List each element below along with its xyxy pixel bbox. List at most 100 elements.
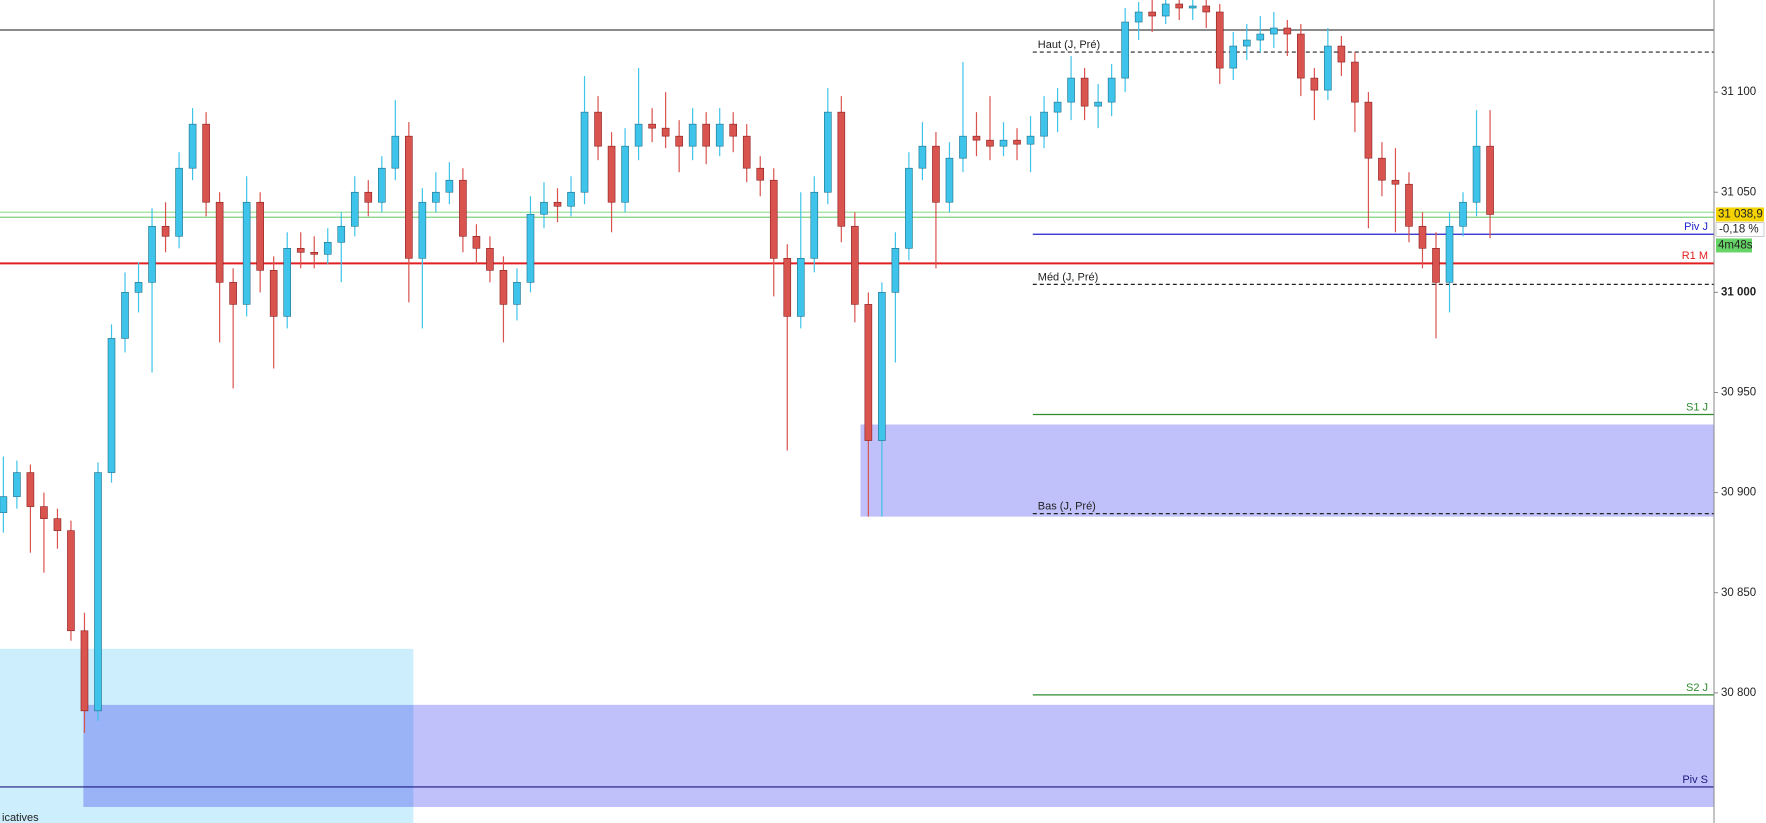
y-tick-label: 31 100 (1721, 86, 1756, 98)
price-axis: 30 800 30 850 30 900 30 950 31 000 31 050 31 1… (1714, 86, 1765, 699)
candle-body (364, 191, 373, 203)
change-bg (1715, 221, 1765, 237)
y-tick-label: 31 050 (1721, 186, 1756, 198)
candle-body (472, 235, 481, 249)
candle-body (999, 139, 1008, 147)
candle-body (1378, 157, 1386, 181)
candle-body (296, 248, 305, 253)
candle-body (675, 135, 683, 147)
candle-body (607, 145, 616, 203)
candle-body (1175, 3, 1184, 9)
candle-body (13, 472, 21, 497)
candle-body (621, 145, 629, 203)
candle-body (202, 123, 210, 203)
candle-body (661, 127, 670, 137)
candle-body (864, 304, 873, 441)
candle-body (918, 145, 927, 169)
candle-body (1324, 45, 1332, 91)
candle-body (1364, 101, 1373, 159)
candle-body (1148, 11, 1156, 17)
candle-body (769, 179, 778, 259)
y-tick-label: 30 800 (1721, 687, 1756, 699)
candle-body (1310, 77, 1319, 91)
candle-body (1134, 11, 1143, 23)
candle-body (1297, 33, 1305, 79)
candle-body (67, 530, 75, 632)
zone (860, 424, 1714, 517)
candle-body (1040, 111, 1048, 137)
candle-body (405, 135, 413, 259)
candle-body (1391, 179, 1400, 185)
candle-body (53, 518, 62, 531)
candle-body (445, 179, 454, 193)
candle-body (1351, 61, 1359, 103)
candle-body (148, 225, 156, 283)
candle-body (1432, 248, 1440, 283)
price-tag-bg (1716, 207, 1764, 222)
candle-body (1107, 77, 1116, 103)
candle-body (310, 252, 319, 255)
candle-body (567, 191, 575, 207)
candle-body (837, 111, 846, 227)
candle-body (742, 135, 751, 169)
candle-body (242, 201, 251, 305)
candle-body (215, 201, 224, 283)
candle-body (229, 282, 237, 305)
candle-body (1202, 5, 1211, 13)
candle-body (1405, 183, 1413, 227)
candle-body (1094, 101, 1102, 107)
candle-body (648, 123, 656, 129)
candle-body (905, 167, 913, 249)
candle-body (783, 258, 792, 317)
candle-body (499, 270, 508, 305)
candle-body (796, 258, 805, 317)
candle-body (932, 145, 940, 203)
candle-body (634, 123, 643, 147)
candle-body (878, 292, 886, 441)
candle-body (851, 225, 859, 305)
candle-body (1026, 135, 1035, 145)
candle-body (1053, 101, 1062, 113)
candle-body (26, 472, 35, 507)
y-tick-label: 30 950 (1721, 387, 1756, 399)
candle-body (378, 167, 386, 203)
candle-body (1121, 21, 1129, 79)
level-label: S2 J (1686, 682, 1708, 694)
price-tag: 31 038,9 (1718, 208, 1763, 220)
candle-body (323, 241, 332, 255)
countdown-bg (1716, 238, 1752, 253)
level-label: S1 J (1686, 401, 1708, 413)
candle-body (1486, 145, 1494, 215)
candle-body (891, 248, 900, 293)
candle-body (1080, 77, 1089, 107)
candle-body (1337, 45, 1346, 63)
candle-body (553, 201, 562, 207)
candle-body (1256, 33, 1265, 41)
candle-body (986, 139, 994, 147)
candle-body (1283, 27, 1292, 35)
candle-body (432, 191, 440, 203)
candle-body (580, 111, 589, 193)
countdown: 4m48s (1718, 239, 1753, 251)
candle-body (107, 338, 116, 473)
candle-body (1188, 5, 1197, 9)
candle-body (1215, 11, 1224, 69)
candle-body (1459, 201, 1467, 227)
level-label: Piv J (1684, 221, 1708, 233)
candle-body (540, 201, 548, 215)
candle-body (80, 630, 89, 712)
candle-body (1472, 145, 1481, 203)
candle-body (756, 167, 765, 181)
candle-body (350, 191, 359, 227)
candle-body (715, 123, 724, 147)
candle-body (702, 123, 710, 147)
zone (83, 704, 1715, 807)
candle-body (1229, 45, 1238, 69)
change-label: -0,18 % (1719, 223, 1759, 235)
candle-body (513, 282, 521, 305)
candle-body (94, 472, 102, 712)
y-tick-label: 30 900 (1721, 487, 1756, 499)
candle-body (175, 167, 183, 237)
candle-body (1445, 225, 1454, 283)
zones (0, 424, 1715, 823)
